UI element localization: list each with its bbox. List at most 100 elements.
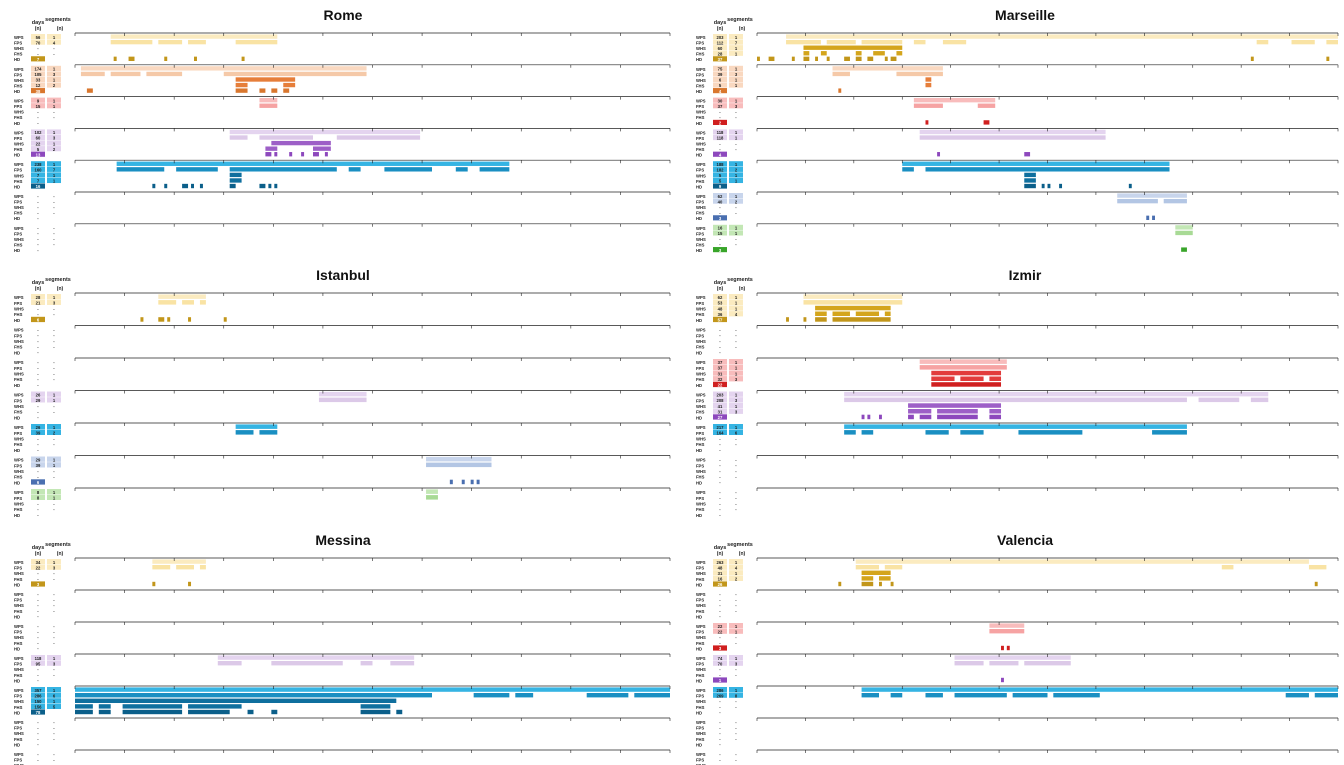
segments-cell-bg bbox=[729, 166, 743, 172]
row-label-fhs: FHS bbox=[696, 377, 705, 382]
bar-hd bbox=[128, 56, 135, 61]
days-cell-bg bbox=[713, 129, 727, 135]
bar-fps bbox=[80, 71, 105, 77]
segments-value: 1 bbox=[53, 78, 56, 83]
segments-value: - bbox=[735, 699, 737, 704]
days-cell-bg bbox=[713, 97, 727, 103]
row-label-wps: WPS bbox=[14, 393, 24, 398]
bar-fps bbox=[586, 693, 629, 698]
days-cell-bg bbox=[713, 316, 727, 323]
days-value: - bbox=[719, 205, 721, 210]
days-value: 53 bbox=[718, 301, 723, 306]
row-label-fps: FPS bbox=[14, 726, 22, 731]
bar-hd bbox=[265, 152, 272, 157]
row-label-wps: WPS bbox=[696, 99, 706, 104]
header-days-n: (n) bbox=[35, 26, 42, 32]
days-value: 22 bbox=[718, 383, 723, 388]
days-cell-bg bbox=[713, 65, 727, 71]
row-label-whs: WHS bbox=[14, 339, 24, 344]
bar-fhs bbox=[283, 82, 296, 88]
days-value: - bbox=[719, 737, 721, 742]
row-label-fps: FPS bbox=[696, 398, 704, 403]
bar-fhs bbox=[122, 704, 183, 709]
days-value: 4 bbox=[719, 89, 722, 94]
days-value: 2 bbox=[719, 121, 722, 126]
row-label-wps: WPS bbox=[696, 360, 706, 365]
bar-fps bbox=[832, 71, 850, 77]
segments-cell-bg bbox=[729, 45, 743, 51]
row-label-hd: HD bbox=[14, 57, 20, 62]
days-cell-bg bbox=[713, 34, 727, 40]
segments-value: - bbox=[735, 592, 737, 597]
days-value: 105 bbox=[35, 72, 43, 77]
bar-hd bbox=[919, 414, 932, 420]
bar-fhs bbox=[884, 311, 891, 316]
days-value: 6 bbox=[37, 480, 40, 485]
bar-fps bbox=[473, 693, 510, 698]
segments-cell-bg bbox=[47, 655, 61, 661]
segments-value: 1 bbox=[735, 624, 738, 629]
bar-fps bbox=[942, 39, 967, 45]
bar-hd bbox=[890, 56, 897, 61]
bar-fhs bbox=[855, 311, 880, 316]
bar-whs bbox=[271, 140, 331, 146]
segments-value: 7 bbox=[53, 168, 56, 173]
segments-value: - bbox=[53, 327, 55, 332]
days-value: - bbox=[37, 629, 39, 634]
bar-fhs bbox=[832, 311, 850, 316]
row-label-wps: WPS bbox=[14, 194, 24, 199]
days-value: - bbox=[719, 635, 721, 640]
segments-value: 1 bbox=[735, 231, 738, 236]
segments-cell-bg bbox=[729, 402, 743, 409]
bar-fhs bbox=[908, 409, 932, 414]
days-value: 39 bbox=[36, 463, 41, 468]
segments-value: - bbox=[53, 597, 55, 602]
days-cell-bg bbox=[31, 698, 45, 704]
bar-wps bbox=[989, 623, 1025, 628]
segments-cell-bg bbox=[47, 489, 61, 495]
days-value: - bbox=[37, 673, 39, 678]
days-value: 5 bbox=[719, 83, 722, 88]
row-label-hd: HD bbox=[696, 216, 702, 221]
bar-hd bbox=[838, 581, 842, 587]
row-label-wps: WPS bbox=[14, 360, 24, 365]
segments-cell-bg bbox=[729, 299, 743, 305]
segments-value: - bbox=[735, 763, 737, 765]
segments-cell-bg bbox=[47, 97, 61, 103]
row-label-fps: FPS bbox=[696, 662, 704, 667]
days-value: 75 bbox=[718, 67, 723, 72]
days-value: - bbox=[719, 609, 721, 614]
bar-hd bbox=[815, 317, 827, 322]
days-value: - bbox=[37, 667, 39, 672]
bar-fps bbox=[989, 661, 1019, 666]
segments-value: 1 bbox=[53, 560, 56, 565]
days-cell-bg bbox=[713, 692, 727, 698]
segments-value: - bbox=[53, 199, 55, 204]
bar-hd bbox=[1041, 183, 1045, 189]
bar-hd bbox=[757, 56, 760, 61]
segments-value: - bbox=[53, 673, 55, 678]
bar-fps bbox=[634, 693, 670, 698]
segments-value: - bbox=[53, 210, 55, 215]
days-value: - bbox=[719, 641, 721, 646]
segments-cell-bg bbox=[729, 294, 743, 300]
days-value: - bbox=[719, 757, 721, 762]
days-value: - bbox=[37, 603, 39, 608]
days-value: - bbox=[37, 448, 39, 453]
bar-hd bbox=[1326, 56, 1330, 61]
segments-value: - bbox=[53, 404, 55, 409]
bar-hd bbox=[140, 317, 144, 322]
row-label-fps: FPS bbox=[14, 136, 22, 141]
segments-value: 1 bbox=[53, 67, 56, 72]
bar-fps bbox=[259, 103, 278, 108]
row-label-hd: HD bbox=[14, 89, 20, 94]
row-label-wps: WPS bbox=[14, 35, 24, 40]
segments-value: - bbox=[53, 577, 55, 582]
row-label-fps: FPS bbox=[14, 431, 22, 436]
row-label-fhs: FHS bbox=[14, 115, 23, 120]
days-value: 62 bbox=[718, 194, 723, 199]
days-value: - bbox=[37, 577, 39, 582]
segments-cell-bg bbox=[729, 424, 743, 430]
